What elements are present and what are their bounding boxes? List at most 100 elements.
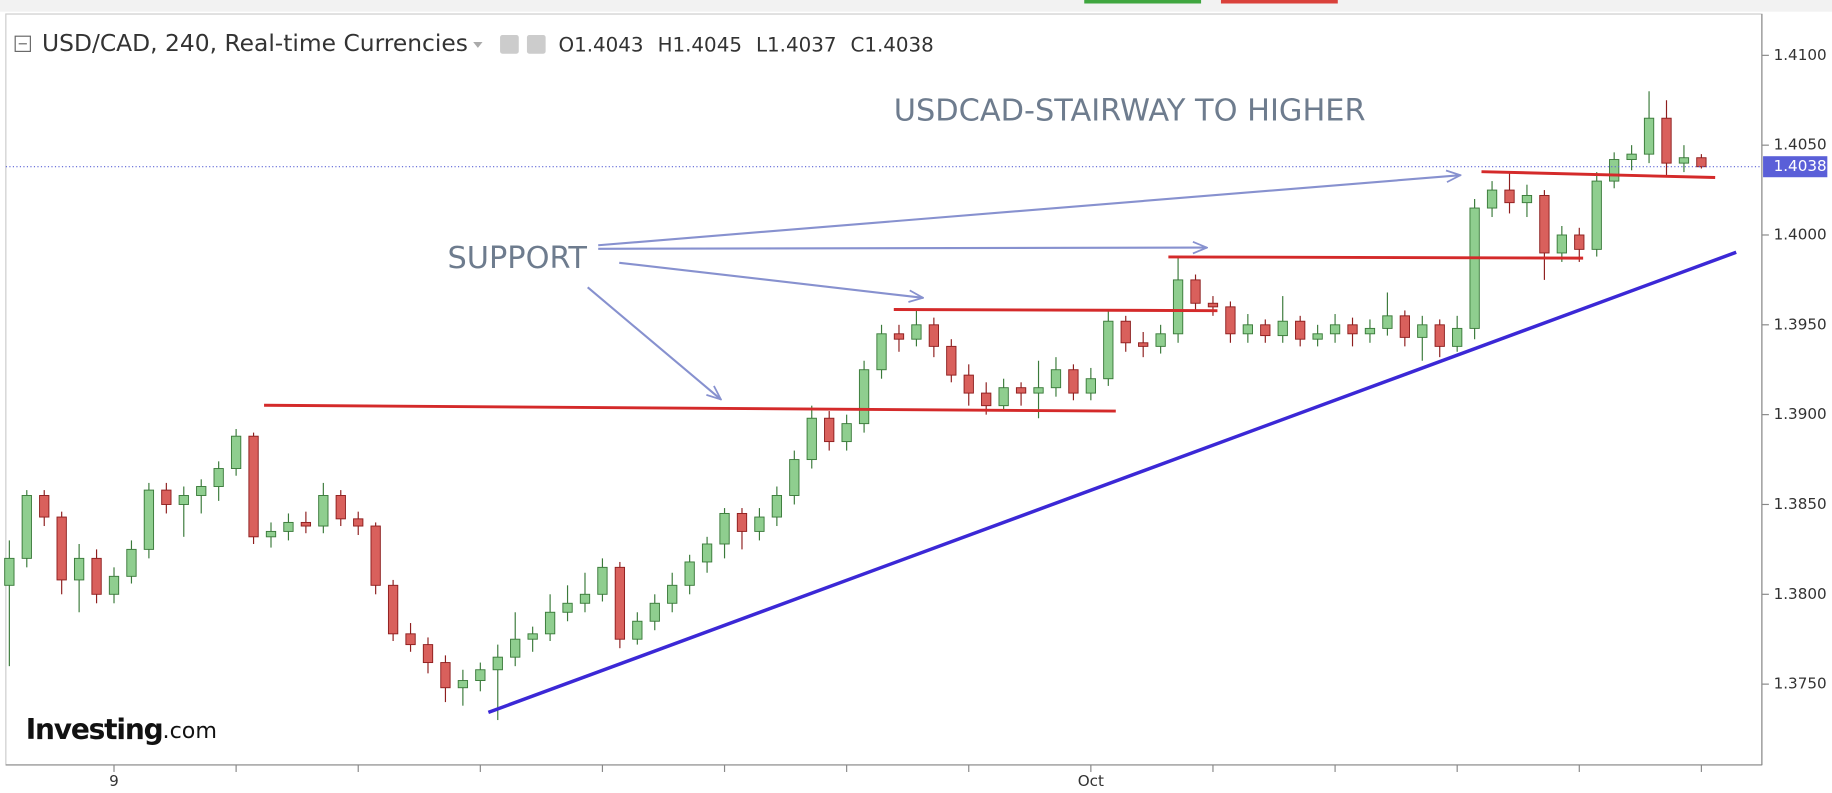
candle-body <box>335 495 346 520</box>
candle-body <box>1417 324 1428 338</box>
candle-body <box>39 495 50 518</box>
candle-body <box>1312 333 1323 340</box>
ohlc-readout: O1.4043 H1.4045 L1.4037 C1.4038 <box>558 33 933 56</box>
candle-body <box>754 516 765 532</box>
candle-body <box>893 333 905 340</box>
candle-body <box>21 495 32 559</box>
last-price-label: 1.4038 <box>1774 157 1827 175</box>
candle-body <box>858 369 870 425</box>
ohlc-label: O <box>558 33 574 56</box>
candle-body <box>265 530 277 538</box>
toolbar-strip <box>0 0 1832 12</box>
candle-body <box>841 423 852 443</box>
candle-body <box>1574 234 1585 250</box>
candle-body <box>946 345 957 376</box>
candle-body <box>1521 194 1533 204</box>
candle-body <box>1609 159 1620 182</box>
support-line <box>1481 170 1716 179</box>
candle-body <box>248 435 259 538</box>
support-line <box>893 308 1218 313</box>
candle-body <box>1015 387 1027 394</box>
candle-body <box>1329 324 1341 335</box>
y-tick-label: 1.4000 <box>1774 225 1827 243</box>
candle-body <box>771 495 783 518</box>
candle-body <box>1033 387 1044 394</box>
x-tick-label: Oct <box>1078 772 1104 790</box>
candle-body <box>1260 324 1271 337</box>
candle-body <box>213 468 224 487</box>
logo-main: Investing <box>26 713 163 746</box>
dropdown-caret[interactable] <box>473 42 483 48</box>
candle-body <box>1643 117 1655 155</box>
settings-icon[interactable] <box>526 35 546 54</box>
candle-body <box>283 521 294 532</box>
y-tick-label: 1.4050 <box>1774 136 1827 154</box>
arrow <box>598 175 1460 247</box>
x-tick-label: 9 <box>109 772 119 790</box>
candle-body <box>1504 189 1515 204</box>
candle-body <box>1347 324 1358 335</box>
ohlc-value: 1.4045 <box>673 33 742 56</box>
candle-body <box>422 644 434 664</box>
candle-body <box>510 638 521 658</box>
arrow <box>587 286 721 399</box>
candle-body <box>911 324 922 340</box>
candle-body <box>544 611 556 635</box>
ohlc-label: C <box>851 33 865 56</box>
candle-body <box>1050 369 1062 389</box>
candle-body <box>108 575 120 595</box>
candle-body <box>318 495 329 527</box>
candle-body <box>1399 315 1410 338</box>
candle-body <box>230 435 242 470</box>
candle-body <box>719 512 730 545</box>
candle-body <box>161 489 172 505</box>
y-tick-label: 1.4100 <box>1774 46 1827 64</box>
last-price-box <box>1763 156 1828 178</box>
eye-icon[interactable] <box>500 35 519 54</box>
ohlc-label: L <box>756 33 767 56</box>
y-tick-label: 1.3750 <box>1774 675 1827 693</box>
candle-body <box>998 387 1009 407</box>
candle-body <box>806 417 817 461</box>
candle-body <box>1225 306 1236 335</box>
candle-body <box>684 561 695 586</box>
candle-body <box>143 489 155 550</box>
candle-body <box>579 593 591 604</box>
candle-body <box>440 662 451 689</box>
candle-body <box>1469 207 1480 329</box>
ohlc-value: 1.4043 <box>574 33 643 56</box>
ohlc-label: H <box>658 33 673 56</box>
candle-body <box>1155 333 1166 347</box>
candle-body <box>527 633 538 640</box>
support-line <box>264 403 1116 413</box>
candle-body <box>1452 327 1463 347</box>
candle-body <box>1103 320 1114 380</box>
candle-body <box>492 656 503 671</box>
candle-body <box>405 633 416 646</box>
y-tick-label: 1.3800 <box>1774 585 1827 603</box>
candle-body <box>1696 157 1707 168</box>
ohlc-value: 1.4037 <box>767 33 836 56</box>
sell-button[interactable] <box>1220 0 1338 4</box>
candle-body <box>667 584 678 604</box>
candle-body <box>300 521 312 527</box>
chart-title: USDCAD-STAIRWAY TO HIGHER <box>894 94 1366 129</box>
candle-body <box>789 459 800 496</box>
arrow <box>598 248 1207 249</box>
candle-body <box>387 584 399 635</box>
candle-body <box>475 669 486 682</box>
candle-body <box>1138 342 1149 347</box>
candle-body <box>370 525 381 586</box>
buy-button[interactable] <box>1084 0 1202 4</box>
candle-body <box>1434 324 1445 347</box>
candle-body <box>981 392 992 407</box>
candle-body <box>1678 157 1690 164</box>
ohlc-value: 1.4038 <box>864 33 933 56</box>
candle-body <box>1120 320 1131 344</box>
annotation: SUPPORT <box>447 241 587 276</box>
candle-body <box>649 602 660 622</box>
trend-line <box>487 250 1737 715</box>
candle-body <box>597 566 608 595</box>
